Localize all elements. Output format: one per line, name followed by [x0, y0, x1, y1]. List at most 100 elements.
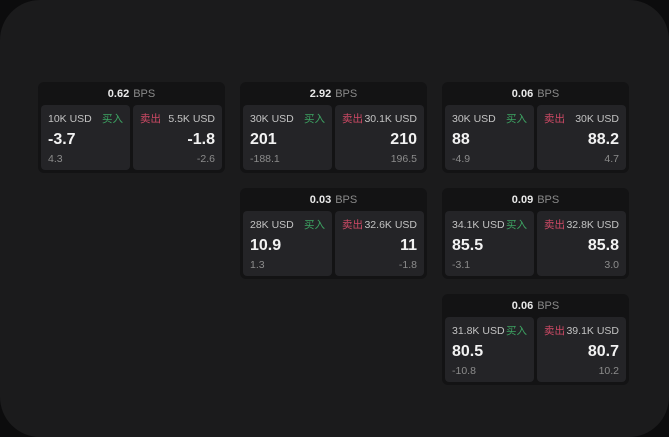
- sell-pane-header: 卖出 30.1K USD: [342, 111, 417, 126]
- sell-change: 10.2: [598, 365, 619, 377]
- sell-pane-header: 卖出 39.1K USD: [544, 323, 619, 338]
- buy-change: -4.9: [452, 153, 471, 165]
- buy-quote-pane[interactable]: 30K USD 买入 201 -188.1: [243, 105, 332, 170]
- buy-size: 34.1K USD: [452, 218, 505, 231]
- sell-quote-pane[interactable]: 卖出 5.5K USD -1.8 -2.6: [133, 105, 222, 170]
- bps-unit-label: BPS: [133, 87, 156, 100]
- bps-unit-label: BPS: [335, 193, 358, 206]
- buy-pane-header: 31.8K USD 买入: [452, 323, 527, 338]
- bps-value: 0.06: [511, 87, 534, 100]
- sell-change: 196.5: [390, 153, 417, 165]
- buy-price: -3.7: [48, 130, 76, 148]
- buy-size: 30K USD: [250, 112, 294, 125]
- bps-value: 0.62: [107, 87, 130, 100]
- bps-unit-label: BPS: [537, 193, 560, 206]
- buy-change: -10.8: [452, 365, 476, 377]
- quote-card: 0.06 BPS 30K USD 买入 88 -4.9 卖出 30K USD 8…: [442, 82, 629, 173]
- sell-quote-pane[interactable]: 卖出 30.1K USD 210 196.5: [335, 105, 424, 170]
- quote-body: 30K USD 买入 88 -4.9 卖出 30K USD 88.2 4.7: [442, 105, 629, 173]
- bps-header: 0.03 BPS: [240, 188, 427, 211]
- sell-price: 11: [400, 236, 417, 254]
- buy-change: -3.1: [452, 259, 471, 271]
- sell-pane-header: 卖出 30K USD: [544, 111, 619, 126]
- buy-price: 88: [452, 130, 470, 148]
- buy-pane-header: 28K USD 买入: [250, 217, 325, 232]
- sell-size: 5.5K USD: [168, 112, 215, 125]
- buy-size: 28K USD: [250, 218, 294, 231]
- bps-header: 0.09 BPS: [442, 188, 629, 211]
- sell-side-label: 卖出: [342, 113, 363, 125]
- buy-quote-pane[interactable]: 30K USD 买入 88 -4.9: [445, 105, 534, 170]
- sell-quote-pane[interactable]: 卖出 32.8K USD 85.8 3.0: [537, 211, 626, 276]
- bps-unit-label: BPS: [537, 87, 560, 100]
- buy-pane-header: 30K USD 买入: [250, 111, 325, 126]
- sell-size: 30K USD: [575, 112, 619, 125]
- sell-side-label: 卖出: [140, 113, 161, 125]
- bps-header: 0.62 BPS: [38, 82, 225, 105]
- buy-price: 201: [250, 130, 277, 148]
- bps-header: 0.06 BPS: [442, 294, 629, 317]
- sell-change: -2.6: [196, 153, 215, 165]
- buy-pane-header: 34.1K USD 买入: [452, 217, 527, 232]
- quote-card: 0.03 BPS 28K USD 买入 10.9 1.3 卖出 32.6K US…: [240, 188, 427, 279]
- sell-side-label: 卖出: [342, 219, 363, 231]
- buy-side-label: 买入: [506, 325, 527, 337]
- buy-size: 31.8K USD: [452, 324, 505, 337]
- sell-quote-pane[interactable]: 卖出 39.1K USD 80.7 10.2: [537, 317, 626, 382]
- buy-side-label: 买入: [506, 219, 527, 231]
- sell-size: 30.1K USD: [364, 112, 417, 125]
- sell-side-label: 卖出: [544, 113, 565, 125]
- buy-price: 85.5: [452, 236, 484, 254]
- buy-quote-pane[interactable]: 34.1K USD 买入 85.5 -3.1: [445, 211, 534, 276]
- sell-size: 32.6K USD: [364, 218, 417, 231]
- buy-change: 1.3: [250, 259, 265, 271]
- buy-size: 10K USD: [48, 112, 92, 125]
- buy-side-label: 买入: [102, 113, 123, 125]
- sell-pane-header: 卖出 32.6K USD: [342, 217, 417, 232]
- sell-change: 4.7: [604, 153, 619, 165]
- sell-price: 210: [390, 130, 417, 148]
- bps-header: 2.92 BPS: [240, 82, 427, 105]
- quote-card: 0.09 BPS 34.1K USD 买入 85.5 -3.1 卖出 32.8K…: [442, 188, 629, 279]
- buy-quote-pane[interactable]: 28K USD 买入 10.9 1.3: [243, 211, 332, 276]
- sell-pane-header: 卖出 32.8K USD: [544, 217, 619, 232]
- buy-change: -188.1: [250, 153, 280, 165]
- buy-side-label: 买入: [304, 219, 325, 231]
- sell-quote-pane[interactable]: 卖出 32.6K USD 11 -1.8: [335, 211, 424, 276]
- bps-value: 0.09: [511, 193, 534, 206]
- sell-pane-header: 卖出 5.5K USD: [140, 111, 215, 126]
- sell-side-label: 卖出: [544, 325, 565, 337]
- buy-size: 30K USD: [452, 112, 496, 125]
- sell-change: -1.8: [398, 259, 417, 271]
- buy-change: 4.3: [48, 153, 63, 165]
- quote-card: 0.06 BPS 31.8K USD 买入 80.5 -10.8 卖出 39.1…: [442, 294, 629, 385]
- quote-body: 34.1K USD 买入 85.5 -3.1 卖出 32.8K USD 85.8…: [442, 211, 629, 279]
- buy-price: 80.5: [452, 342, 484, 360]
- bps-value: 0.06: [511, 299, 534, 312]
- bps-header: 0.06 BPS: [442, 82, 629, 105]
- buy-price: 10.9: [250, 236, 282, 254]
- quote-card: 2.92 BPS 30K USD 买入 201 -188.1 卖出 30.1K …: [240, 82, 427, 173]
- quote-card: 0.62 BPS 10K USD 买入 -3.7 4.3 卖出 5.5K USD…: [38, 82, 225, 173]
- sell-price: 85.8: [587, 236, 619, 254]
- bps-unit-label: BPS: [335, 87, 358, 100]
- sell-price: 88.2: [587, 130, 619, 148]
- sell-price: -1.8: [187, 130, 215, 148]
- buy-pane-header: 10K USD 买入: [48, 111, 123, 126]
- bps-unit-label: BPS: [537, 299, 560, 312]
- buy-quote-pane[interactable]: 10K USD 买入 -3.7 4.3: [41, 105, 130, 170]
- quote-body: 30K USD 买入 201 -188.1 卖出 30.1K USD 210 1…: [240, 105, 427, 173]
- quote-body: 28K USD 买入 10.9 1.3 卖出 32.6K USD 11 -1.8: [240, 211, 427, 279]
- quote-body: 10K USD 买入 -3.7 4.3 卖出 5.5K USD -1.8 -2.…: [38, 105, 225, 173]
- sell-side-label: 卖出: [544, 219, 565, 231]
- buy-pane-header: 30K USD 买入: [452, 111, 527, 126]
- buy-side-label: 买入: [304, 113, 325, 125]
- sell-change: 3.0: [604, 259, 619, 271]
- sell-quote-pane[interactable]: 卖出 30K USD 88.2 4.7: [537, 105, 626, 170]
- buy-side-label: 买入: [506, 113, 527, 125]
- buy-quote-pane[interactable]: 31.8K USD 买入 80.5 -10.8: [445, 317, 534, 382]
- bps-value: 0.03: [309, 193, 332, 206]
- sell-size: 39.1K USD: [566, 324, 619, 337]
- sell-price: 80.7: [587, 342, 619, 360]
